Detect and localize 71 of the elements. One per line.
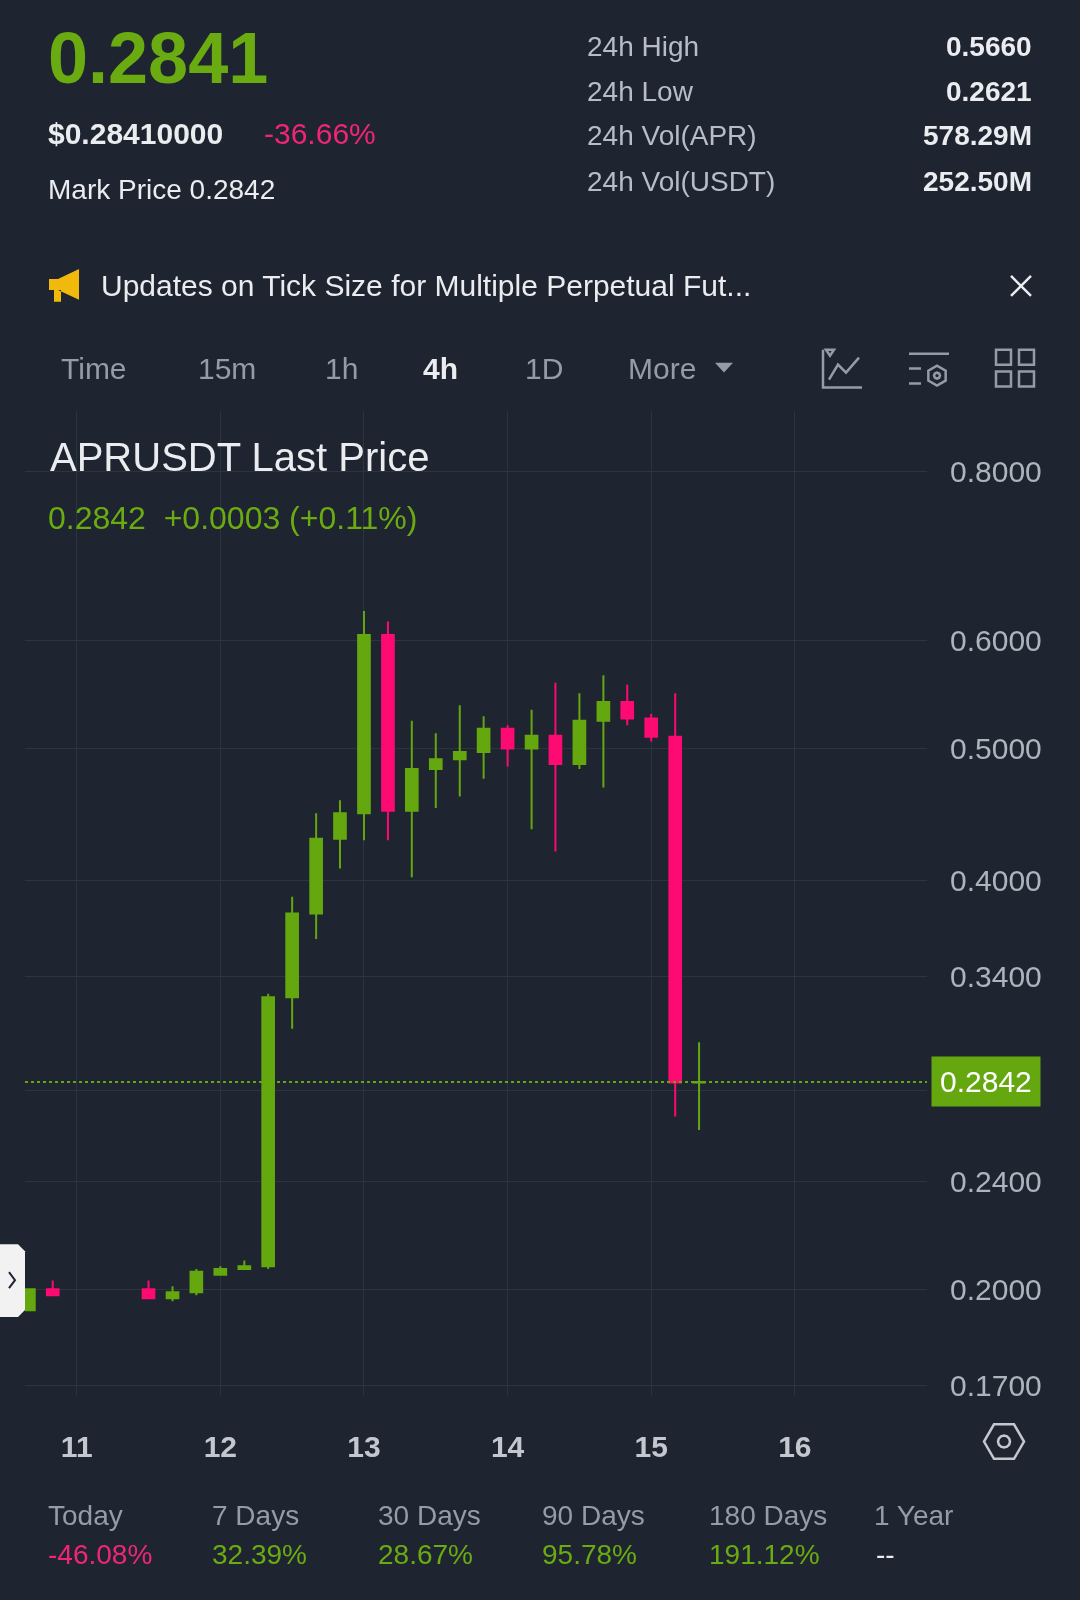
text: 0.2621 — [946, 76, 1032, 107]
text: $0.28410000 — [48, 117, 224, 150]
text: 0.2842 +0.0003 (+0.11%) — [48, 500, 418, 536]
x-tick-label: 13 — [347, 1429, 381, 1463]
x-tick-label: 15 — [634, 1429, 668, 1463]
text: 0.5660 — [946, 31, 1032, 62]
candlestick — [428, 732, 443, 810]
text: 252.50M — [923, 166, 1032, 197]
text: -46.08% — [48, 1539, 153, 1570]
text: APRUSDT Last Price — [50, 435, 430, 480]
text: 30 Days — [378, 1500, 481, 1531]
y-tick-label: 0.5000 — [950, 731, 1042, 765]
candlestick — [668, 692, 683, 1118]
text: 95.78% — [542, 1539, 637, 1570]
y-tick-label: 0.2400 — [950, 1165, 1042, 1199]
text: 0.2841 — [48, 18, 269, 98]
candlestick — [452, 704, 467, 798]
text: 28.67% — [378, 1539, 473, 1570]
candlestick — [476, 715, 491, 780]
text: 32.39% — [212, 1539, 307, 1570]
text: -- — [876, 1539, 895, 1570]
candlestick — [165, 1285, 180, 1303]
text: 1D — [525, 352, 564, 385]
y-tick-label: 0.8000 — [950, 454, 1042, 488]
candlestick — [500, 724, 515, 768]
ref-line-label: 0.2842 — [940, 1065, 1032, 1098]
candlestick — [141, 1279, 156, 1300]
candlestick — [404, 719, 419, 879]
text: 90 Days — [542, 1500, 645, 1531]
candlestick — [213, 1265, 228, 1276]
candlestick — [572, 692, 587, 770]
text: 24h Vol(APR) — [587, 120, 757, 151]
x-tick-label: 11 — [60, 1429, 93, 1463]
candlestick — [620, 683, 635, 727]
text: 1h — [325, 352, 359, 385]
candlestick — [237, 1259, 252, 1270]
y-tick-label: 0.2000 — [950, 1272, 1042, 1306]
y-tick-label: 0.6000 — [950, 624, 1042, 658]
candlestick — [596, 674, 611, 789]
text: 180 Days — [709, 1500, 828, 1531]
text: More — [628, 352, 697, 385]
text: 4h — [423, 352, 459, 385]
candlestick — [285, 895, 299, 1030]
candlestick — [309, 812, 323, 941]
candlestick — [189, 1268, 204, 1297]
candlestick — [644, 713, 659, 743]
candlestick — [357, 610, 371, 842]
text: 24h Low — [587, 76, 694, 107]
y-tick-label: 0.4000 — [950, 863, 1042, 897]
text: Time — [61, 352, 127, 385]
x-tick-label: 12 — [203, 1429, 238, 1463]
text: Today — [48, 1500, 123, 1531]
y-tick-label: 0.1700 — [950, 1368, 1042, 1402]
candlestick — [333, 799, 347, 870]
text: 1 Year — [874, 1500, 954, 1531]
x-tick-label: 14 — [490, 1429, 525, 1463]
text: Updates on Tick Size for Multiple Perpetual Fut... — [101, 269, 752, 302]
candlestick — [45, 1279, 60, 1297]
candlestick — [381, 620, 395, 842]
text: 15m — [198, 352, 257, 385]
candlestick — [524, 708, 539, 831]
candlestick — [548, 681, 563, 853]
text: 191.12% — [709, 1539, 820, 1570]
text: 24h High — [587, 31, 700, 62]
text: Mark Price 0.2842 — [48, 174, 276, 205]
text: 7 Days — [212, 1500, 300, 1531]
text: 24h Vol(USDT) — [587, 166, 776, 197]
x-tick-label: 16 — [778, 1429, 812, 1463]
y-tick-label: 0.3400 — [950, 959, 1042, 993]
text: 578.29M — [923, 120, 1032, 151]
text: -36.66% — [264, 117, 376, 150]
